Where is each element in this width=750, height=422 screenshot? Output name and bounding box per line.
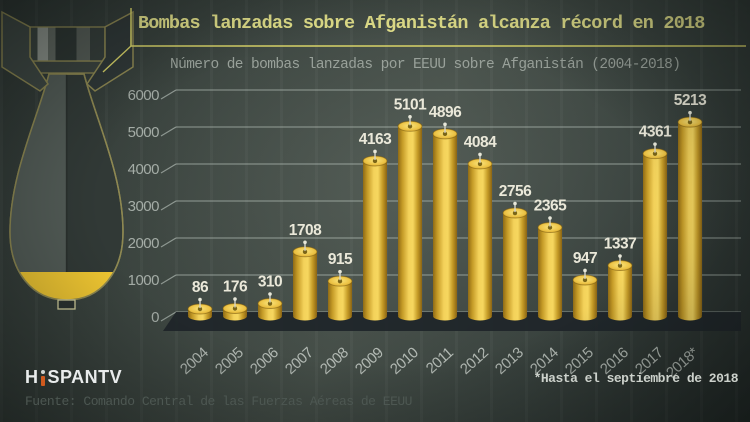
x-axis-label: 2011 xyxy=(423,344,457,377)
ytick-2000 xyxy=(160,237,177,248)
ytick-1000 xyxy=(160,274,177,285)
bar-group-2011 xyxy=(432,122,458,321)
bar-group-2010 xyxy=(397,114,423,321)
bar-value-label: 4361 xyxy=(639,124,672,141)
ytick-4000 xyxy=(160,163,177,174)
y-axis-label: 0 xyxy=(151,309,159,326)
x-axis-label: 2009 xyxy=(352,344,387,378)
y-axis-label: 1000 xyxy=(128,272,160,289)
bar-value-label: 5101 xyxy=(394,96,427,113)
bar-group-2013 xyxy=(502,201,528,321)
bar-value-label: 4163 xyxy=(359,131,392,148)
y-axis-label: 4000 xyxy=(128,161,160,178)
x-axis-label: 2008 xyxy=(317,344,352,378)
bar-value-label: 5213 xyxy=(674,92,707,109)
bar-value-label: 1708 xyxy=(289,222,322,239)
bar-group-2008 xyxy=(327,269,353,321)
bar-group-2014 xyxy=(537,216,563,321)
bar-group-2016 xyxy=(607,254,633,321)
x-axis-label: 2006 xyxy=(247,344,282,378)
x-axis-label: 2007 xyxy=(282,344,317,378)
bar-group-2012 xyxy=(467,152,493,321)
bar-group-2018* xyxy=(677,110,703,321)
bar-group-2004 xyxy=(187,297,213,321)
y-axis-label: 3000 xyxy=(128,198,160,215)
bar-group-2009 xyxy=(362,149,388,321)
hispantv-logo: H SPANTV xyxy=(25,368,122,386)
bar-value-label: 915 xyxy=(328,251,353,268)
source-credit: Fuente: Comando Central de las Fuerzas A… xyxy=(25,394,412,409)
bar-value-label: 4896 xyxy=(429,104,462,121)
logo-flame-icon xyxy=(40,370,46,386)
bar-value-label: 4084 xyxy=(464,134,497,151)
bar-group-2015 xyxy=(572,268,598,321)
y-axis-label: 6000 xyxy=(128,87,160,104)
x-axis-label: 2012 xyxy=(457,344,492,378)
footnote-asterisk: *Hasta el septiembre de 2018 xyxy=(533,371,739,386)
x-axis-label: 2010 xyxy=(387,344,422,378)
bar-value-label: 2365 xyxy=(534,197,567,214)
logo-letters-rest: SPANTV xyxy=(47,367,123,387)
y-axis-label: 2000 xyxy=(128,235,160,252)
bar-value-label: 2756 xyxy=(499,183,532,200)
x-axis-label: 2005 xyxy=(212,344,247,378)
bar-group-2007 xyxy=(292,240,318,321)
bar-group-2017 xyxy=(642,142,668,321)
bar-value-label: 310 xyxy=(258,274,282,291)
bar-value-label: 86 xyxy=(192,279,209,296)
y-axis-label: 5000 xyxy=(128,124,160,141)
x-axis-label: 2004 xyxy=(177,344,212,378)
ytick-5000 xyxy=(160,126,177,137)
bar-value-label: 1337 xyxy=(604,236,636,253)
logo-letter-h: H xyxy=(25,367,39,387)
bar-value-label: 176 xyxy=(223,278,248,295)
bar-group-2006 xyxy=(257,292,283,321)
ytick-6000 xyxy=(160,89,177,100)
bar-group-2005 xyxy=(222,297,248,321)
x-axis-label: 2013 xyxy=(492,344,527,378)
ytick-3000 xyxy=(160,200,177,211)
bar-value-label: 947 xyxy=(573,250,597,267)
